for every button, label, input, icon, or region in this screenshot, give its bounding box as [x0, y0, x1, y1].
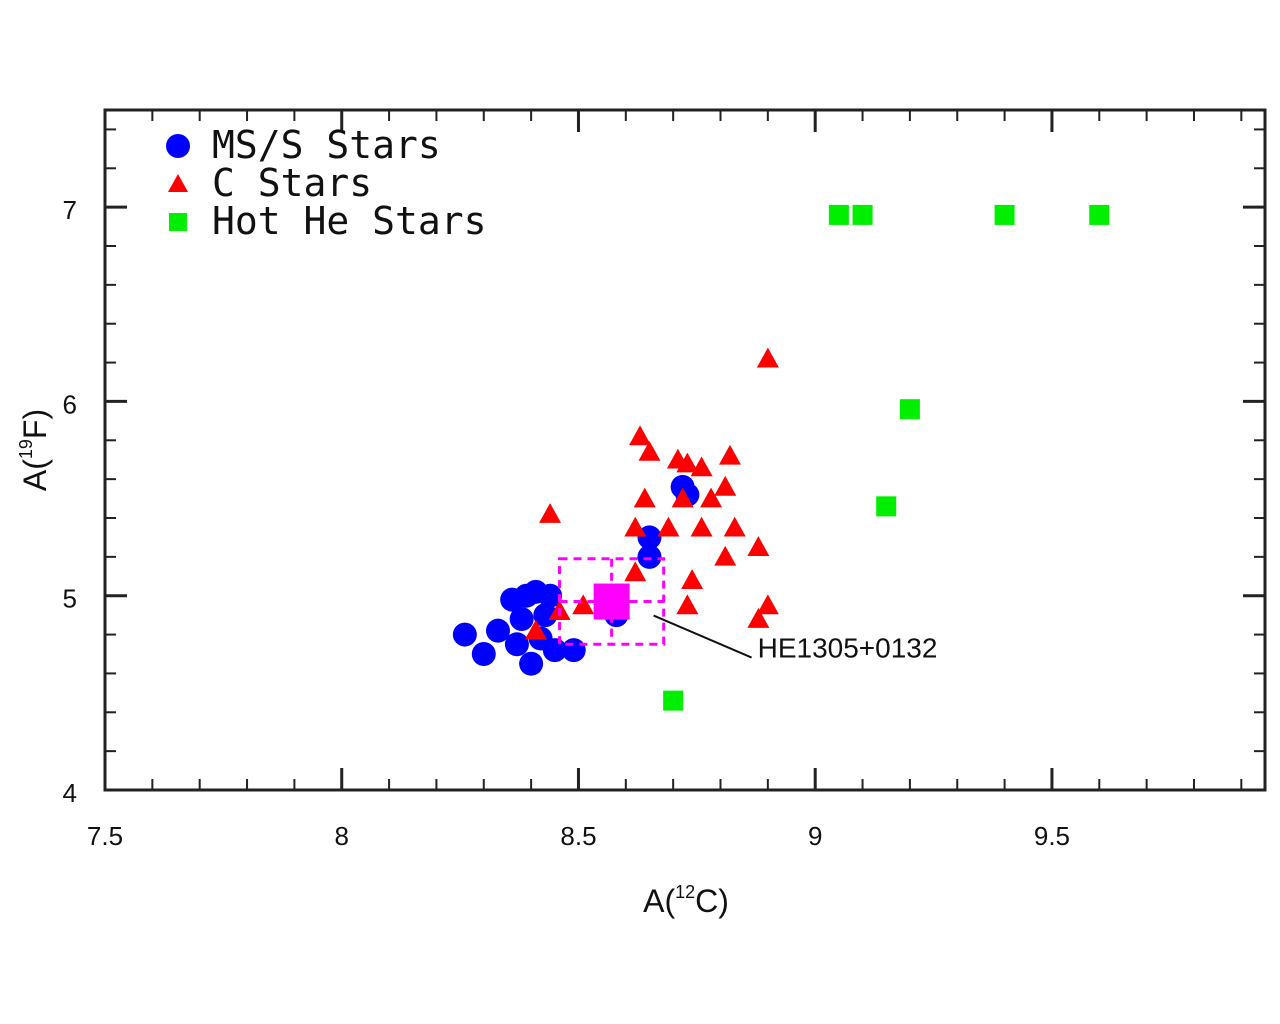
c-star-point [714, 475, 737, 496]
c-star-point [747, 536, 770, 556]
ms-s-star-point [637, 525, 662, 550]
c-star-point [676, 594, 699, 615]
hot-he-star-point [876, 496, 897, 517]
y-axis-title: A(19F) [16, 409, 53, 491]
c-star-point [690, 456, 713, 477]
plot-frame [103, 108, 1267, 792]
ms-s-star-point [519, 651, 544, 676]
ms-s-star-point [542, 638, 567, 663]
ms-s-star-point [637, 544, 662, 569]
annotation-leader-line [653, 614, 753, 659]
ms-s-star-point [485, 618, 510, 643]
hot-he-star-point [828, 204, 849, 225]
axis-ticks [103, 110, 1265, 792]
ms-s-star-point [471, 642, 496, 666]
hot-he-star-point [1089, 204, 1110, 225]
c-star-point [714, 545, 737, 566]
c-star-point [718, 444, 741, 465]
hot-he-star-point [899, 399, 920, 420]
c-star-point [671, 487, 694, 508]
x-tick-label: 9.5 [1034, 821, 1070, 851]
c-star-point [681, 569, 704, 589]
c-star-point [657, 516, 680, 537]
c-star-point [629, 425, 652, 446]
ms-s-star-point [452, 622, 477, 647]
x-tick-label: 9 [808, 821, 822, 851]
x-tick-label: 8 [335, 821, 349, 851]
ms-s-star-point [504, 632, 529, 657]
highlight-point [593, 583, 630, 620]
c-star-point [539, 503, 562, 523]
x-tick-label: 8.5 [560, 821, 596, 851]
ms-s-star-point [509, 607, 534, 632]
legend-hot-he-stars: Hot He Stars [169, 199, 487, 243]
legend-label: Hot He Stars [212, 199, 487, 243]
c-star-point [756, 347, 779, 368]
c-star-point [723, 516, 746, 537]
c-star-point [524, 619, 547, 640]
ms-s-star-point [561, 638, 586, 663]
y-tick-label: 7 [63, 195, 77, 225]
c-star-point [572, 594, 595, 615]
legend-label: MS/S Stars [212, 123, 441, 167]
y-tick-label: 5 [63, 584, 77, 614]
c-star-point [633, 487, 656, 508]
hot-he-star-point [852, 204, 873, 225]
x-tick-label: 7.5 [87, 821, 123, 851]
legend-c-stars: C Stars [168, 161, 372, 205]
legend-ms-s-stars: MS/S Stars [166, 123, 441, 167]
c-star-point [756, 594, 779, 615]
circle-legend-swatch [166, 134, 190, 158]
y-tick-label: 4 [63, 778, 77, 808]
triangle-legend-swatch [168, 174, 188, 192]
c-star-point [747, 608, 770, 628]
data-marks [452, 204, 1110, 711]
highlight-marker: HE1305+0132 [558, 557, 938, 664]
x-axis-title: A(12C) [643, 882, 729, 919]
ms-s-star-point [533, 603, 558, 628]
tick-labels: 7.5 8 8.5 9 9.5 4 5 6 7 [63, 195, 1070, 851]
legend-label: C Stars [212, 161, 372, 205]
annotation-label: HE1305+0132 [758, 633, 938, 664]
c-star-point [624, 561, 647, 582]
y-tick-label: 6 [63, 389, 77, 419]
c-star-point [690, 516, 713, 537]
c-star-point [676, 452, 699, 473]
ms-s-star-point [538, 583, 563, 608]
c-star-point [700, 487, 723, 508]
c-star-point [638, 440, 661, 461]
square-legend-swatch [169, 213, 187, 231]
c-star-point [624, 516, 647, 537]
hot-he-star-point [994, 204, 1015, 225]
hot-he-star-point [663, 690, 684, 711]
